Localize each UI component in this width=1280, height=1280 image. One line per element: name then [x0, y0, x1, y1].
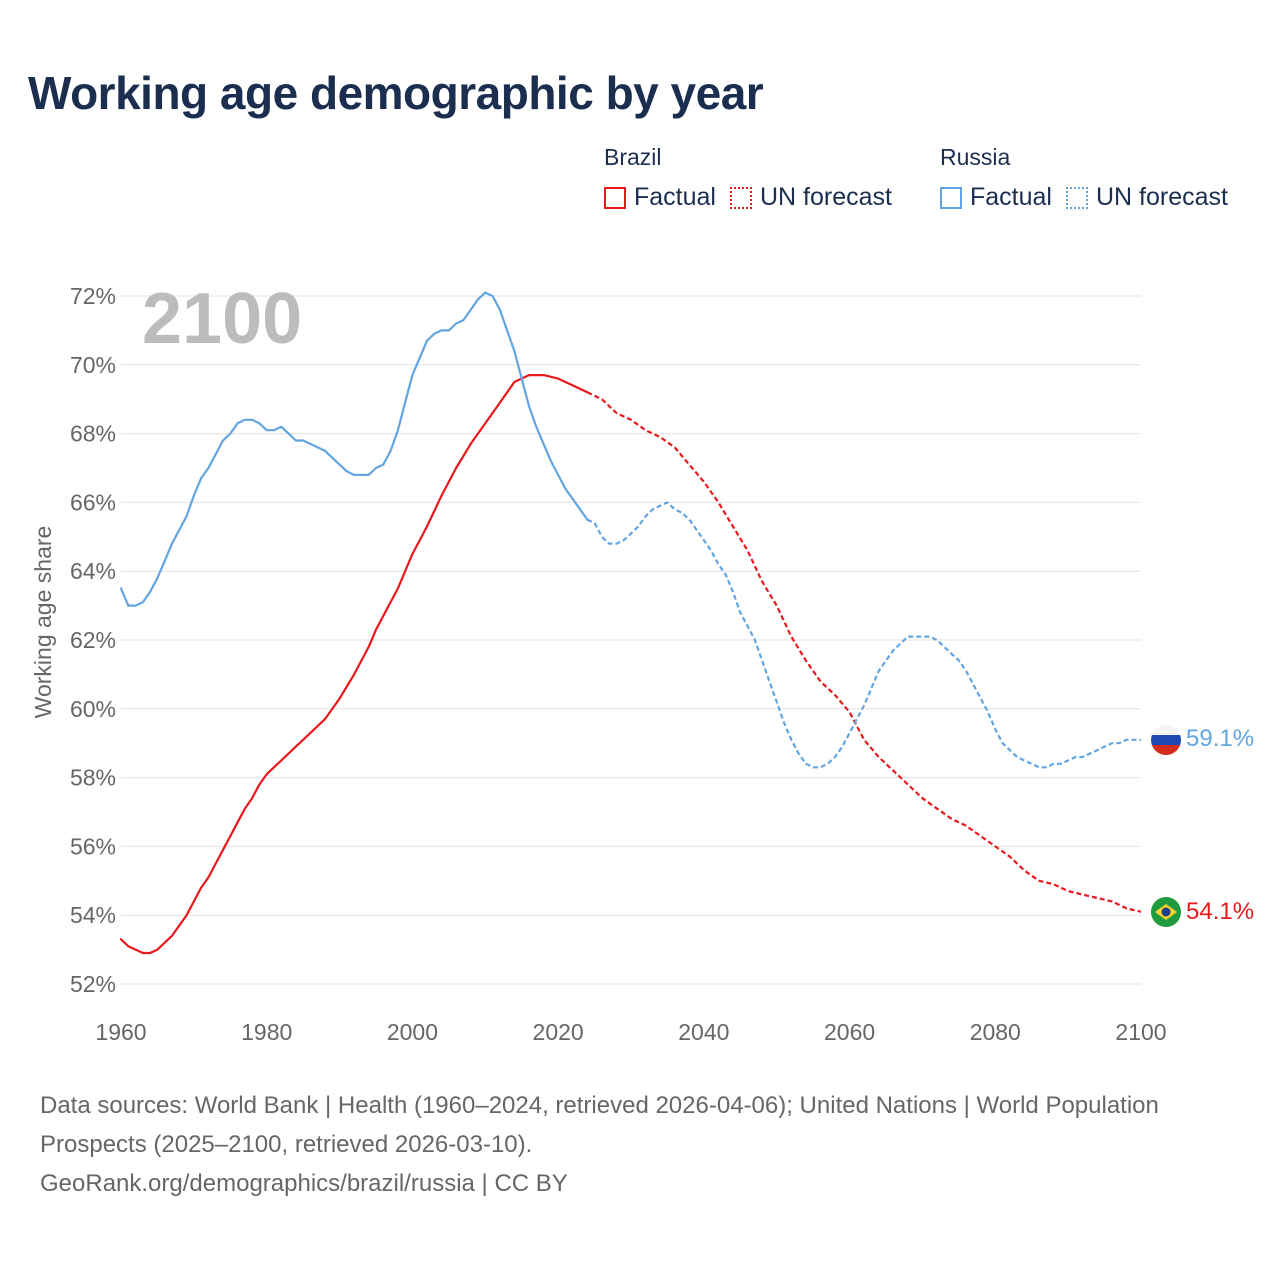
y-tick-label: 70%: [70, 352, 116, 378]
x-tick-label: 2000: [387, 1019, 438, 1045]
x-tick-label: 1960: [95, 1019, 146, 1045]
y-tick-label: 52%: [70, 971, 116, 997]
legend-russia-forecast[interactable]: UN forecast: [1065, 183, 1228, 212]
y-tick-label: 58%: [70, 765, 116, 791]
x-tick-label: 2040: [678, 1019, 729, 1045]
x-tick-label: 2080: [970, 1019, 1021, 1045]
swatch-solid-icon: [940, 186, 962, 209]
y-axis-label: Working age share: [30, 526, 56, 719]
end-label-russia: 59.1%: [1186, 725, 1254, 752]
footer: Data sources: World Bank | Health (1960–…: [40, 1086, 1220, 1203]
legend-brazil-forecast[interactable]: UN forecast: [729, 183, 892, 212]
legend-group-name: Russia: [940, 144, 1011, 170]
y-tick-labels: 52% 54% 56% 58% 60% 62% 64% 66% 68% 70% 72%: [70, 283, 116, 997]
page-title: Working age demographic by year: [28, 67, 764, 119]
legend-russia: Russia Factual UN forecast: [940, 144, 1242, 212]
line-chart: 52%54%56%58%60%62%64%66%68%70%72% 1960 19…: [30, 279, 1254, 1045]
legend-label: UN forecast: [1095, 183, 1228, 211]
x-tick-label: 1980: [241, 1019, 292, 1045]
russia-forecast-line: [586, 501, 1141, 769]
legend-group-name: Brazil: [604, 144, 662, 170]
series-lines: [119, 291, 1142, 955]
swatch-solid-icon: [604, 186, 626, 209]
legend-russia-factual[interactable]: Factual: [940, 183, 1052, 212]
legend-label: Factual: [970, 183, 1052, 211]
y-tick-label: 56%: [70, 833, 116, 859]
gridlines: [121, 295, 1141, 985]
data-sources: Data sources: World Bank | Health (1960–…: [40, 1092, 1159, 1158]
y-tick-label: 60%: [70, 696, 116, 722]
brazil-factual-line: [119, 374, 589, 955]
y-tick-label: 64%: [70, 558, 116, 584]
x-tick-labels: 1960 1980 2000 2020 2040 2060 2080 2100: [95, 1019, 1166, 1045]
brazil-forecast-line: [586, 391, 1142, 913]
source-link[interactable]: GeoRank.org/demographics/brazil/russia |…: [40, 1170, 568, 1197]
russia-factual-line: [119, 291, 589, 607]
y-tick-label: 66%: [70, 489, 116, 515]
y-tick-label: 54%: [70, 902, 116, 928]
x-tick-label: 2020: [533, 1019, 584, 1045]
brazil-flag-icon: [1151, 897, 1181, 927]
russia-flag-icon: [1151, 725, 1181, 755]
x-tick-label: 2100: [1115, 1019, 1166, 1045]
swatch-dotted-icon: [1065, 186, 1088, 209]
end-label-brazil: 54.1%: [1186, 898, 1254, 925]
y-tick-label: 62%: [70, 627, 116, 653]
y-tick-label: 72%: [70, 283, 116, 309]
legend-label: Factual: [634, 183, 716, 211]
x-tick-label: 2060: [824, 1019, 875, 1045]
legend-brazil: Brazil Factual UN forecast: [604, 144, 906, 212]
swatch-dotted-icon: [729, 186, 752, 209]
legend-label: UN forecast: [759, 183, 892, 211]
y-tick-label: 68%: [70, 421, 116, 447]
year-watermark: 2100: [142, 279, 302, 359]
legend-brazil-factual[interactable]: Factual: [604, 183, 716, 212]
